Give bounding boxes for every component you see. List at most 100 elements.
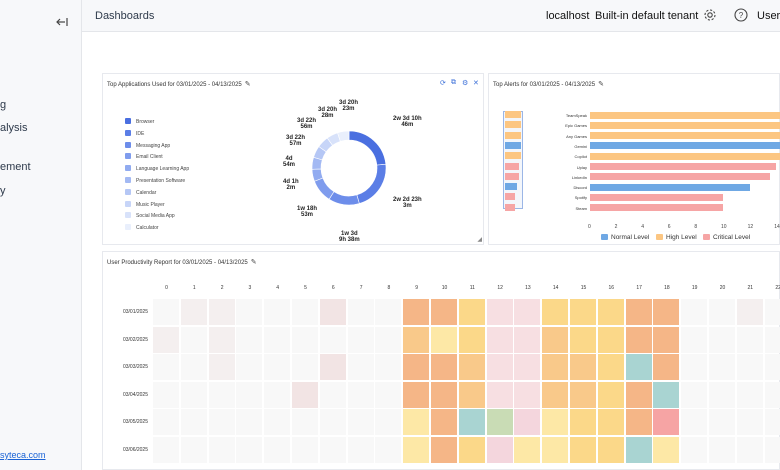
heatmap-cell[interactable] [653,381,680,408]
legend-item[interactable]: Email Client [125,153,163,160]
heatmap-cell[interactable] [625,354,652,380]
heatmap-cell[interactable] [153,299,179,325]
heatmap-cell[interactable] [597,381,624,408]
heatmap-cell[interactable] [458,436,485,463]
heatmap-cell[interactable] [292,354,318,380]
heatmap-cell[interactable] [375,409,402,435]
heatmap-cell[interactable] [264,436,291,463]
heatmap-cell[interactable] [264,409,291,435]
heatmap-cell[interactable] [764,354,780,380]
alert-bar[interactable] [590,121,780,129]
heatmap-cell[interactable] [570,409,596,435]
heatmap-cell[interactable] [486,409,513,435]
heatmap-cell[interactable] [486,299,513,325]
close-panel-icon[interactable]: ✕ [473,80,479,87]
heatmap-cell[interactable] [681,409,708,435]
heatmap-cell[interactable] [597,436,624,463]
heatmap-cell[interactable] [347,299,374,325]
edit-pencil-icon[interactable]: ✎ [250,259,257,266]
heatmap-cell[interactable] [375,354,402,380]
edit-pencil-icon[interactable]: ✎ [598,81,604,88]
heatmap-cell[interactable] [208,326,235,353]
heatmap-cell[interactable] [375,436,402,463]
heatmap-cell[interactable] [625,409,652,435]
heatmap-cell[interactable] [625,381,652,408]
heatmap-cell[interactable] [542,326,569,353]
refresh-icon[interactable]: ⟳ [440,80,446,87]
donut-slice[interactable] [356,163,387,204]
heatmap-cell[interactable] [709,354,735,380]
legend-normal[interactable]: Normal Level [601,234,649,241]
heatmap-cell[interactable] [375,381,402,408]
heatmap-cell[interactable] [319,409,346,435]
legend-item[interactable]: Calendar [125,188,156,196]
sidebar-item-3[interactable]: ement [0,161,31,173]
heatmap-cell[interactable] [292,326,318,353]
heatmap-cell[interactable] [236,409,263,435]
edit-pencil-icon[interactable]: ✎ [244,81,251,88]
heatmap-cell[interactable] [319,299,346,325]
resize-handle-icon[interactable]: ◢ [477,237,482,243]
alert-bar[interactable] [590,204,723,212]
heatmap-cell[interactable] [542,299,569,325]
heatmap-cell[interactable] [458,409,485,435]
heatmap-cell[interactable] [486,381,513,408]
legend-item[interactable]: IDE [125,129,144,137]
heatmap-cell[interactable] [431,354,457,380]
sidebar-item-2[interactable]: alysis [0,122,28,134]
heatmap-cell[interactable] [431,436,457,463]
heatmap-cell[interactable] [736,409,763,435]
heatmap-cell[interactable] [236,381,263,408]
user-menu[interactable]: User [757,10,780,22]
heatmap-cell[interactable] [403,299,430,325]
heatmap-cell[interactable] [681,326,708,353]
heatmap-cell[interactable] [264,326,291,353]
heatmap-cell[interactable] [458,299,485,325]
heatmap-cell[interactable] [180,299,207,325]
heatmap-cell[interactable] [236,326,263,353]
heatmap-cell[interactable] [486,354,513,380]
footer-link[interactable]: syteca.com [0,450,46,460]
heatmap-cell[interactable] [292,381,318,408]
heatmap-cell[interactable] [208,409,235,435]
heatmap-cell[interactable] [264,354,291,380]
heatmap-cell[interactable] [764,326,780,353]
heatmap-cell[interactable] [653,409,680,435]
donut-slice[interactable] [328,191,360,206]
heatmap-cell[interactable] [653,436,680,463]
alert-bar[interactable] [590,152,780,160]
heatmap-cell[interactable] [486,436,513,463]
heatmap-cell[interactable] [542,409,569,435]
heatmap-cell[interactable] [153,381,179,408]
sidebar-item-1[interactable]: g [0,99,7,111]
heatmap-cell[interactable] [764,381,780,408]
heatmap-cell[interactable] [542,354,569,380]
heatmap-cell[interactable] [681,436,708,463]
heatmap-cell[interactable] [458,381,485,408]
heatmap-cell[interactable] [736,436,763,463]
heatmap-cell[interactable] [375,326,402,353]
heatmap-cell[interactable] [625,299,652,325]
heatmap-cell[interactable] [764,436,780,463]
heatmap-cell[interactable] [431,381,457,408]
legend-item[interactable]: Music Player [125,200,165,208]
heatmap-cell[interactable] [319,381,346,408]
heatmap-cell[interactable] [514,354,541,380]
heatmap-cell[interactable] [180,354,207,380]
copy-icon[interactable]: ⧉ [451,79,456,86]
legend-item[interactable]: Calculator [125,224,159,231]
heatmap-cell[interactable] [597,354,624,380]
heatmap-cell[interactable] [736,354,763,380]
heatmap-cell[interactable] [292,299,318,325]
alert-bar[interactable] [590,173,770,181]
tenant-selector[interactable]: Built-in default tenant [595,10,699,22]
heatmap-cell[interactable] [264,381,291,408]
heatmap-cell[interactable] [653,326,680,353]
heatmap-cell[interactable] [570,299,596,325]
heatmap-cell[interactable] [542,381,569,408]
heatmap-cell[interactable] [403,326,430,353]
alert-bar[interactable] [590,183,750,191]
legend-item[interactable]: Messaging App [125,141,170,149]
heatmap-cell[interactable] [709,299,735,325]
heatmap-cell[interactable] [681,299,708,325]
